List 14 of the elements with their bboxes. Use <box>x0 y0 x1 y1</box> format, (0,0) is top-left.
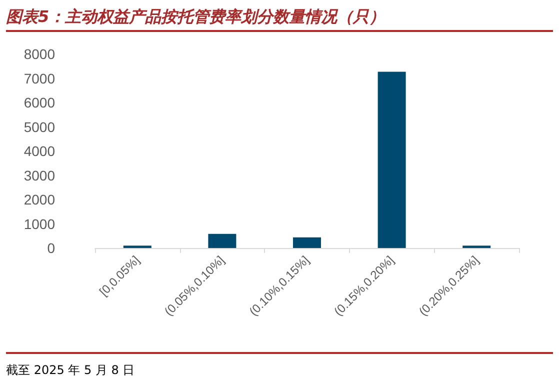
y-tick-label: 0 <box>47 240 56 256</box>
bar <box>293 237 321 248</box>
bar <box>208 234 236 248</box>
y-tick-label: 7000 <box>24 70 56 86</box>
y-tick-label: 6000 <box>24 94 56 110</box>
y-tick-label: 2000 <box>24 192 56 208</box>
text: 截至 2025 年 5 月 8 日 <box>6 352 553 379</box>
chart-title: 图表5：主动权益产品按托管费率划分数量情况（只） <box>6 4 553 32</box>
y-tick-label: 3000 <box>24 167 56 184</box>
y-tick-label: 5000 <box>24 118 56 135</box>
y-tick-label: 1000 <box>24 216 56 232</box>
y-tick-label: 8000 <box>24 46 56 62</box>
y-tick-label: 4000 <box>24 143 56 159</box>
bar <box>378 72 406 248</box>
